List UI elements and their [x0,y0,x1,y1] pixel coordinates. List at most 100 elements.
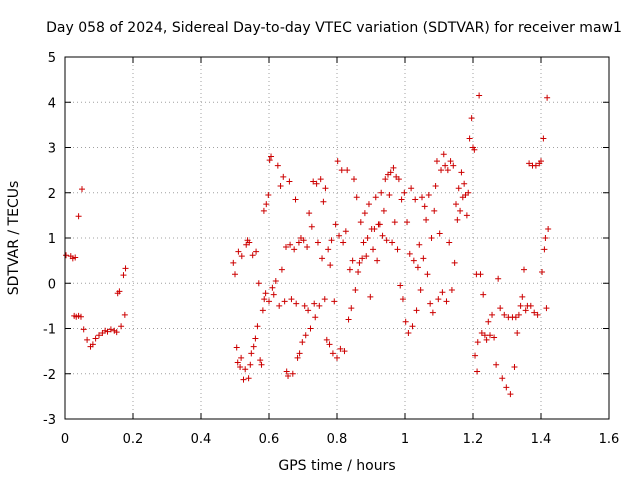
data-point [487,332,493,339]
data-point [519,293,526,300]
data-point [280,173,287,180]
data-point [293,300,300,307]
data-point [355,268,362,275]
data-point [246,239,253,246]
data-point [274,162,281,169]
data-point [489,311,496,318]
data-point [432,182,439,189]
data-point [247,361,254,368]
data-point [406,250,413,257]
y-tick-label: 5 [48,51,56,66]
data-point [278,266,285,273]
data-point [310,178,317,185]
data-point [291,246,298,253]
data-point [471,146,478,153]
data-point [405,330,412,337]
data-point [334,158,341,165]
y-tick-label: 1 [48,232,56,247]
data-point [305,307,312,314]
data-point [325,246,332,253]
data-point [306,210,313,217]
data-point [323,336,330,343]
data-point [450,162,457,169]
data-point [332,221,339,228]
data-point [455,185,462,192]
data-point [312,314,319,321]
x-tick-label: 0.6 [259,432,280,447]
data-point [433,158,440,165]
data-point [398,196,405,203]
data-point [270,291,277,298]
data-point [116,288,123,295]
data-point [480,291,487,298]
plot-frame [64,56,610,420]
data-point [266,157,273,164]
data-point [346,266,353,273]
data-point [429,309,436,316]
data-point [92,335,99,342]
data-point [485,318,492,325]
data-point [526,160,533,167]
data-point [461,180,468,187]
data-point [421,203,428,210]
data-point [296,350,303,357]
data-point [493,361,500,368]
data-point [466,135,473,142]
data-point [503,384,510,391]
y-tick-label: -1 [43,323,56,338]
data-point [286,178,293,185]
data-point [254,323,261,330]
data-point [517,302,524,309]
data-point [313,180,320,187]
y-tick-label: 3 [48,142,56,157]
data-point [476,92,483,99]
data-point [234,359,241,366]
x-tick-label: 1 [401,432,409,447]
data-point [542,235,549,241]
data-point [302,332,309,339]
data-point [416,241,423,248]
data-point [372,194,379,201]
data-point [317,176,324,183]
y-tick-label: -3 [43,413,56,428]
data-point [417,287,424,294]
data-point [120,272,127,279]
data-point [540,135,547,142]
data-point [250,343,257,350]
data-point [289,370,296,377]
data-point [353,194,360,201]
data-point [237,363,244,370]
data-point [451,259,458,266]
data-point [230,259,237,266]
data-point [327,262,334,269]
data-point [89,341,96,348]
data-point [423,216,430,223]
chart-title: Day 058 of 2024, Sidereal Day-to-day VTE… [46,20,622,36]
data-point [440,151,447,158]
data-point [361,210,368,217]
data-point [277,182,284,189]
data-point [340,239,347,246]
data-point [399,296,406,303]
data-point [380,207,387,214]
data-point [258,361,265,368]
data-point [436,230,443,237]
data-point [249,252,256,259]
data-point [413,307,420,314]
data-point [233,344,240,351]
data-point [265,192,272,199]
data-point [118,323,125,330]
data-point [79,186,85,193]
x-tick-label: 0.4 [191,432,212,447]
data-point [478,330,485,337]
data-point [419,194,425,201]
data-point [468,115,475,122]
data-point [351,176,357,183]
data-point [545,225,552,232]
data-point [544,94,551,101]
data-point [438,167,445,174]
data-point [301,302,308,309]
data-point [497,305,504,312]
data-point [252,335,259,342]
